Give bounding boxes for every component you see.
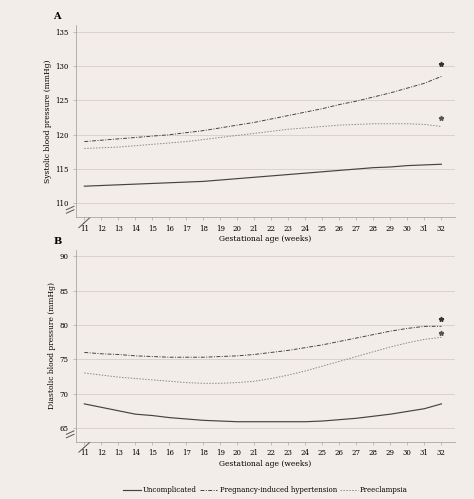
Text: B: B xyxy=(53,237,61,246)
Y-axis label: Systolic blood pressure (mmHg): Systolic blood pressure (mmHg) xyxy=(44,59,52,183)
Y-axis label: Diastolic blood pressure (mmHg): Diastolic blood pressure (mmHg) xyxy=(48,282,56,409)
Text: A: A xyxy=(53,12,61,21)
X-axis label: Gestational age (weeks): Gestational age (weeks) xyxy=(219,236,311,244)
X-axis label: Gestational age (weeks): Gestational age (weeks) xyxy=(219,460,311,468)
Legend: Uncomplicated, Pregnancy-induced hypertension, Preeclampsia: Uncomplicated, Pregnancy-induced hyperte… xyxy=(120,255,410,268)
Legend: Uncomplicated, Pregnancy-induced hypertension, Preeclampsia: Uncomplicated, Pregnancy-induced hyperte… xyxy=(120,484,410,497)
